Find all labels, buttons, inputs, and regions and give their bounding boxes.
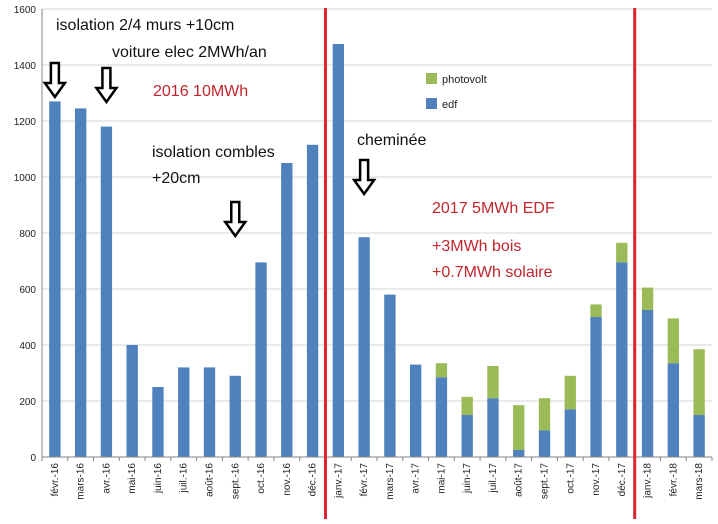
bar-edf-nov-16	[281, 163, 293, 457]
x-tick-label-janv-18: janv.-18	[643, 463, 654, 499]
x-tick-label-nov-17: nov.-17	[591, 463, 602, 496]
bar-photovolt-janv-18	[641, 287, 654, 310]
x-tick-label-sept-16: sept.-16	[230, 463, 241, 500]
x-tick-label-mai-16: mai-16	[127, 463, 138, 494]
bar-edf-juin-17	[461, 415, 473, 457]
down-arrow-icon-fevr-16	[42, 61, 68, 100]
bar-edf-sept-17	[538, 430, 551, 457]
bar-edf-sept-16	[229, 375, 241, 457]
down-arrow-icon-sept-16	[222, 200, 248, 239]
bar-edf-juil-16	[178, 367, 190, 457]
x-tick-label-avr-16: avr.-16	[101, 463, 112, 494]
x-tick-label-fevr-16: févr.-16	[50, 463, 61, 497]
legend-label-edf: edf	[442, 99, 458, 111]
x-tick-label-fevr-18: févr.-18	[668, 463, 679, 497]
annotation-2016-total: 2016 10MWh	[153, 83, 248, 100]
bar-edf-janv-18	[641, 310, 654, 457]
bar-edf-fevr-18	[667, 363, 680, 457]
bar-edf-fevr-16	[49, 101, 61, 458]
y-tick-label-400: 400	[19, 341, 36, 352]
y-tick-label-0: 0	[30, 453, 36, 464]
annotation-attic-insulation: isolation combles	[152, 144, 275, 161]
bar-edf-aout-16	[203, 367, 216, 457]
bar-edf-mars-17	[384, 294, 396, 457]
bar-edf-aout-17	[513, 450, 525, 457]
x-tick-label-oct-16: oct.-16	[256, 463, 267, 494]
annotation-2017-edf: 2017 5MWh EDF	[432, 200, 555, 217]
bar-photovolt-sept-17	[538, 398, 551, 431]
x-tick-label-juin-16: juin-16	[153, 463, 164, 494]
y-tick-label-1600: 1600	[14, 5, 37, 16]
y-tick-label-1400: 1400	[14, 61, 37, 72]
bar-edf-avr-17	[409, 364, 422, 457]
annotation-2017-solar: +0.7MWh solaire	[432, 264, 553, 281]
bar-photovolt-mai-17	[435, 363, 448, 378]
bar-photovolt-nov-17	[590, 304, 602, 317]
annotation-arrows	[42, 61, 377, 239]
x-tick-label-aout-17: août-17	[514, 463, 525, 497]
x-tick-label-mars-18: mars-18	[694, 463, 705, 500]
annotation-fireplace: cheminée	[357, 132, 426, 149]
x-tick-label-aout-16: août-16	[205, 463, 216, 497]
bar-edf-mars-18	[693, 415, 705, 457]
bar-edf-janv-17	[332, 44, 345, 457]
bar-edf-oct-16	[255, 262, 267, 457]
bar-edf-fevr-17	[358, 237, 370, 457]
x-tick-label-avr-17: avr.-17	[411, 463, 422, 494]
x-tick-label-sept-17: sept.-17	[540, 463, 551, 500]
bar-edf-oct-17	[564, 409, 576, 457]
bar-photovolt-juil-17	[487, 366, 499, 399]
x-tick-label-mars-17: mars-17	[385, 463, 396, 500]
x-tick-label-nov-16: nov.-16	[282, 463, 293, 496]
bars	[49, 44, 705, 458]
y-tick-label-1200: 1200	[14, 117, 37, 128]
x-tick-label-juil-17: juil.-17	[488, 463, 499, 494]
x-tick-label-dec-16: déc.-16	[308, 463, 319, 497]
bar-edf-avr-16	[100, 126, 113, 457]
legend-label-photovolt: photovolt	[442, 74, 487, 86]
y-tick-label-1000: 1000	[14, 173, 37, 184]
y-tick-label-600: 600	[19, 285, 36, 296]
annotation-electric-car: voiture elec 2MWh/an	[112, 44, 267, 61]
bar-photovolt-mars-18	[693, 349, 705, 415]
y-tick-labels: 0 200 400 600 800 1000 1200 1400 1600	[14, 5, 37, 464]
bar-edf-mai-17	[435, 377, 448, 457]
x-tick-label-mars-16: mars-16	[76, 463, 87, 500]
annotation-wall-insulation: isolation 2/4 murs +10cm	[56, 17, 234, 34]
x-tick-label-janv-17: janv.-17	[333, 463, 344, 499]
x-tick-label-juil-16: juil.-16	[179, 463, 190, 494]
bar-photovolt-dec-17	[616, 242, 628, 263]
x-tick-label-oct-17: oct.-17	[565, 463, 576, 494]
annotations: isolation 2/4 murs +10cm voiture elec 2M…	[56, 17, 555, 281]
y-tick-label-800: 800	[19, 229, 36, 240]
down-arrow-icon-fevr-17	[351, 158, 377, 197]
x-tick-label-dec-17: déc.-17	[617, 463, 628, 497]
bar-edf-nov-17	[590, 317, 602, 457]
x-tick-label-mai-17: mai-17	[436, 463, 447, 494]
year-separators	[323, 8, 637, 519]
bar-edf-dec-17	[616, 262, 628, 457]
x-tick-label-fevr-17: févr.-17	[359, 463, 370, 497]
annotation-2017-wood: +3MWh bois	[432, 238, 521, 255]
bar-photovolt-juin-17	[461, 396, 473, 415]
bar-edf-juin-16	[152, 387, 164, 457]
y-tick-label-200: 200	[19, 397, 36, 408]
x-tick-labels: févr.-16 mars-16 avr.-16 mai-16 juin-16 juil.…	[41, 457, 713, 500]
legend-swatch-edf	[426, 98, 437, 109]
bar-photovolt-oct-17	[564, 375, 576, 410]
x-tick-label-juin-17: juin-17	[462, 463, 473, 494]
bar-photovolt-aout-17	[513, 405, 525, 450]
bar-edf-mai-16	[126, 345, 138, 457]
bar-edf-mars-16	[74, 108, 87, 458]
down-arrow-icon-avr-16	[93, 66, 119, 105]
bar-edf-dec-16	[306, 144, 319, 458]
legend-swatch-photovolt	[426, 73, 437, 84]
bar-photovolt-fevr-18	[667, 318, 680, 364]
annotation-attic-thickness: +20cm	[152, 170, 200, 187]
legend: photovolt edf	[426, 73, 487, 111]
grid	[42, 8, 712, 458]
bar-edf-juil-17	[487, 398, 499, 457]
